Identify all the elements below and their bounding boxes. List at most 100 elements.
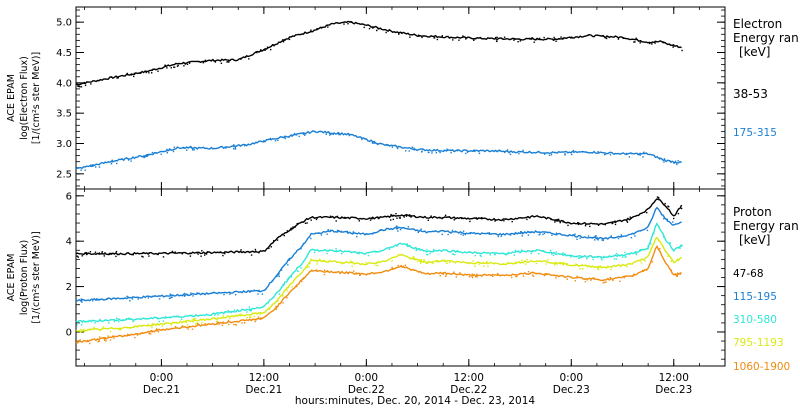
series-point	[103, 339, 106, 341]
series-point	[426, 249, 428, 251]
series-point	[77, 167, 79, 169]
series-point	[185, 321, 187, 324]
series-point	[198, 315, 200, 317]
series-point	[679, 273, 681, 275]
series-point	[326, 24, 329, 26]
series-point	[513, 254, 515, 256]
y-axis-label-line: [1/(cm²s ster MeV)]	[31, 231, 42, 323]
series-point	[147, 154, 150, 156]
series-point	[89, 342, 91, 345]
series-point	[673, 162, 675, 164]
series-point	[101, 251, 104, 253]
series-point	[86, 339, 89, 342]
series-point	[390, 219, 392, 221]
series-point	[466, 262, 469, 264]
series-point	[327, 229, 329, 231]
series-point	[444, 214, 447, 216]
series-point	[141, 255, 143, 258]
series-point	[497, 235, 499, 238]
series-point	[323, 269, 326, 271]
series-point	[291, 135, 293, 137]
x-tick-date-label: Dec.22	[348, 384, 385, 396]
series-point	[576, 238, 578, 240]
series-point	[326, 233, 328, 235]
series-point	[602, 282, 604, 284]
series-point	[197, 323, 199, 325]
series-point	[191, 314, 193, 317]
series-point	[273, 45, 275, 47]
series-point	[292, 226, 294, 228]
series-point	[215, 320, 218, 323]
series-point	[349, 21, 351, 23]
series-point	[181, 253, 183, 255]
series-point	[473, 39, 475, 41]
series-point	[97, 299, 99, 301]
series-point	[514, 38, 516, 40]
series-point	[501, 263, 504, 265]
x-tick-date-label: Dec.21	[143, 384, 180, 396]
series-point	[278, 275, 280, 277]
series-point	[303, 276, 305, 279]
series-point	[89, 251, 92, 253]
series-point	[542, 233, 544, 236]
series-point	[221, 324, 224, 326]
series-point	[436, 38, 439, 41]
series-point	[521, 232, 523, 234]
series-point	[478, 150, 480, 153]
series-point	[302, 242, 305, 245]
series-point	[98, 340, 100, 342]
series-point	[422, 260, 425, 262]
y-tick-label: 3.0	[56, 139, 72, 150]
series-point	[454, 254, 456, 256]
series-point	[663, 161, 665, 163]
series-point	[277, 139, 279, 142]
series-point	[99, 318, 101, 321]
series-point	[189, 252, 191, 254]
series-point	[145, 71, 148, 73]
series-point	[574, 280, 576, 282]
series-point	[186, 149, 188, 151]
series-point	[219, 251, 221, 254]
series-point	[577, 223, 580, 226]
series-point	[155, 152, 157, 154]
series-point	[169, 317, 171, 319]
series-point	[257, 293, 259, 295]
series-point	[429, 252, 431, 255]
series-point	[125, 318, 127, 321]
series-point	[79, 320, 82, 322]
series-point	[76, 255, 78, 257]
series-point	[151, 295, 153, 297]
series-point	[335, 248, 337, 250]
series-point	[412, 257, 414, 260]
series-point	[518, 152, 520, 155]
series-point	[432, 251, 434, 253]
series-point	[394, 144, 397, 147]
series-point	[306, 222, 308, 224]
series-point	[352, 270, 355, 272]
series-point	[662, 41, 664, 43]
series-point	[173, 66, 175, 68]
series-point	[617, 38, 620, 40]
series-point	[115, 160, 117, 162]
series-point	[439, 216, 441, 219]
series-point	[89, 329, 91, 331]
series-point	[302, 133, 305, 135]
series-point	[634, 235, 636, 237]
series-point	[587, 235, 590, 237]
series-point	[441, 217, 443, 220]
series-point	[130, 74, 133, 76]
series-point	[376, 262, 378, 264]
series-point	[510, 218, 512, 220]
series-point	[98, 166, 101, 168]
series-point	[447, 233, 449, 236]
series-point	[656, 222, 658, 225]
series-point	[284, 39, 286, 41]
series-115-195	[75, 206, 682, 303]
series-point	[113, 319, 115, 321]
series-point	[338, 134, 340, 136]
series-point	[556, 233, 558, 236]
series-point	[507, 251, 509, 254]
series-point	[104, 252, 106, 254]
series-point	[586, 265, 589, 268]
series-point	[521, 235, 523, 237]
